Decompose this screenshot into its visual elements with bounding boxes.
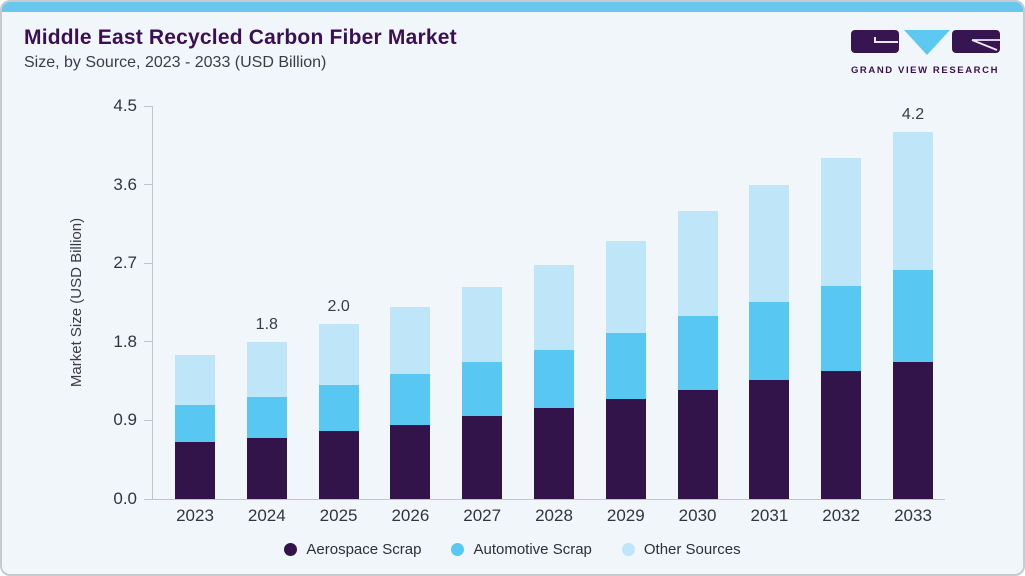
bar-segment: [390, 424, 431, 499]
bar-segment: [175, 354, 215, 405]
brand: GRAND VIEW RESEARCH: [849, 28, 1001, 76]
x-axis-tick-label: 2023: [176, 506, 214, 525]
x-axis-tick-label: 2029: [606, 506, 645, 525]
bar-2032: [821, 158, 862, 499]
bar-segment: [749, 184, 790, 302]
y-axis-tick-mark: [144, 262, 152, 264]
page-title: Middle East Recycled Carbon Fiber Market: [24, 26, 457, 49]
legend-label: Automotive Scrap: [473, 540, 592, 558]
legend-item: Automotive Scrap: [451, 540, 592, 558]
bar-total-label: 2.0: [327, 298, 350, 316]
x-axis-tick-label: 2032: [822, 506, 861, 525]
y-axis-tick-label: 2.7: [113, 253, 137, 273]
y-axis-tick-mark: [144, 498, 152, 500]
x-axis-tick-label: 2030: [678, 506, 717, 525]
bar-segment: [318, 385, 359, 431]
bar-segment: [749, 301, 790, 381]
bar-segment: [175, 442, 215, 499]
plot-area: 0.0 0.9 1.8 2.7 3.6 4.5 2023 1.8 2024 2.0 2025 2026…: [113, 96, 945, 525]
legend-label: Aerospace Scrap: [306, 540, 422, 558]
legend-dot: [284, 542, 298, 556]
brand-name: GRAND VIEW RESEARCH: [850, 65, 1000, 76]
x-axis-tick-label: 2024: [247, 506, 286, 525]
bar-segment: [462, 286, 503, 362]
legend-item: Aerospace Scrap: [284, 541, 421, 558]
x-axis-tick-label: 2033: [894, 506, 932, 525]
y-axis-tick-label: 0.9: [113, 410, 137, 430]
y-axis-tick-mark: [144, 184, 152, 186]
bar-2033: [893, 132, 933, 499]
legend-dot: [621, 542, 635, 556]
bar-total-label: 1.8: [255, 315, 278, 333]
y-axis-tick-mark: [144, 341, 152, 343]
bar-segment: [749, 380, 790, 499]
x-axis-tick-label: 2031: [750, 506, 789, 525]
bar-2026: [390, 306, 431, 499]
bar-segment: [390, 306, 431, 375]
x-axis-tick-label: 2025: [319, 506, 358, 525]
bar-segment: [821, 158, 862, 286]
bar-segment: [318, 430, 359, 499]
bar-segment: [246, 341, 287, 397]
bar-2025: [318, 324, 359, 499]
bar-segment: [534, 408, 574, 499]
grand-view-research-logo: [851, 30, 1000, 55]
bar-segment: [462, 416, 503, 499]
bar-segment: [677, 389, 718, 499]
y-axis-tick-label: 4.5: [113, 96, 137, 115]
bar-segment: [175, 404, 215, 443]
page-subtitle: Size, by Source, 2023 - 2033 (USD Billio…: [24, 54, 327, 71]
bar-segment: [821, 370, 862, 499]
bar-segment: [821, 285, 862, 371]
bar-segment: [893, 361, 933, 499]
bar-segment: [390, 374, 431, 425]
bar-segment: [605, 399, 646, 499]
bar-2028: [534, 264, 574, 499]
bar-2024: [246, 341, 287, 499]
x-axis-tick-label: 2026: [391, 506, 430, 525]
legend: Aerospace Scrap Automotive Scrap Other Sou…: [2, 536, 1023, 562]
bar-2027: [462, 286, 503, 499]
y-axis-tick-mark: [144, 105, 152, 107]
bar-2029: [605, 240, 646, 499]
bar-segment: [534, 349, 574, 409]
bar-segment: [605, 240, 646, 334]
y-axis-title: Market Size (USD Billion): [68, 217, 85, 388]
bar-segment: [534, 264, 574, 350]
legend-dot: [451, 542, 465, 556]
bar-2030: [677, 210, 718, 499]
y-axis-tick-label: 3.6: [113, 174, 137, 194]
bar-segment: [893, 270, 933, 362]
y-axis-tick-mark: [144, 419, 152, 421]
header: Middle East Recycled Carbon Fiber Market…: [24, 26, 457, 72]
bar-segment: [677, 210, 718, 317]
bar-segment: [893, 132, 933, 271]
x-axis-tick-label: 2028: [535, 506, 573, 525]
bar-segment: [462, 361, 503, 417]
bar-2031: [749, 184, 790, 499]
top-accent-strip: [2, 2, 1023, 12]
y-axis-tick-label: 0.0: [113, 489, 137, 508]
y-axis-tick-label: 1.8: [113, 331, 137, 351]
legend-label: Other Sources: [643, 540, 741, 558]
bar-segment: [246, 437, 287, 499]
bar-segment: [246, 396, 287, 438]
bar-total-label: 4.2: [901, 106, 925, 124]
x-axis-tick-label: 2027: [463, 506, 502, 525]
bar-2023: [175, 354, 215, 499]
bar-segment: [318, 324, 359, 386]
bar-segment: [605, 333, 646, 400]
bar-segment: [677, 316, 718, 390]
legend-item: Other Sources: [621, 540, 741, 558]
